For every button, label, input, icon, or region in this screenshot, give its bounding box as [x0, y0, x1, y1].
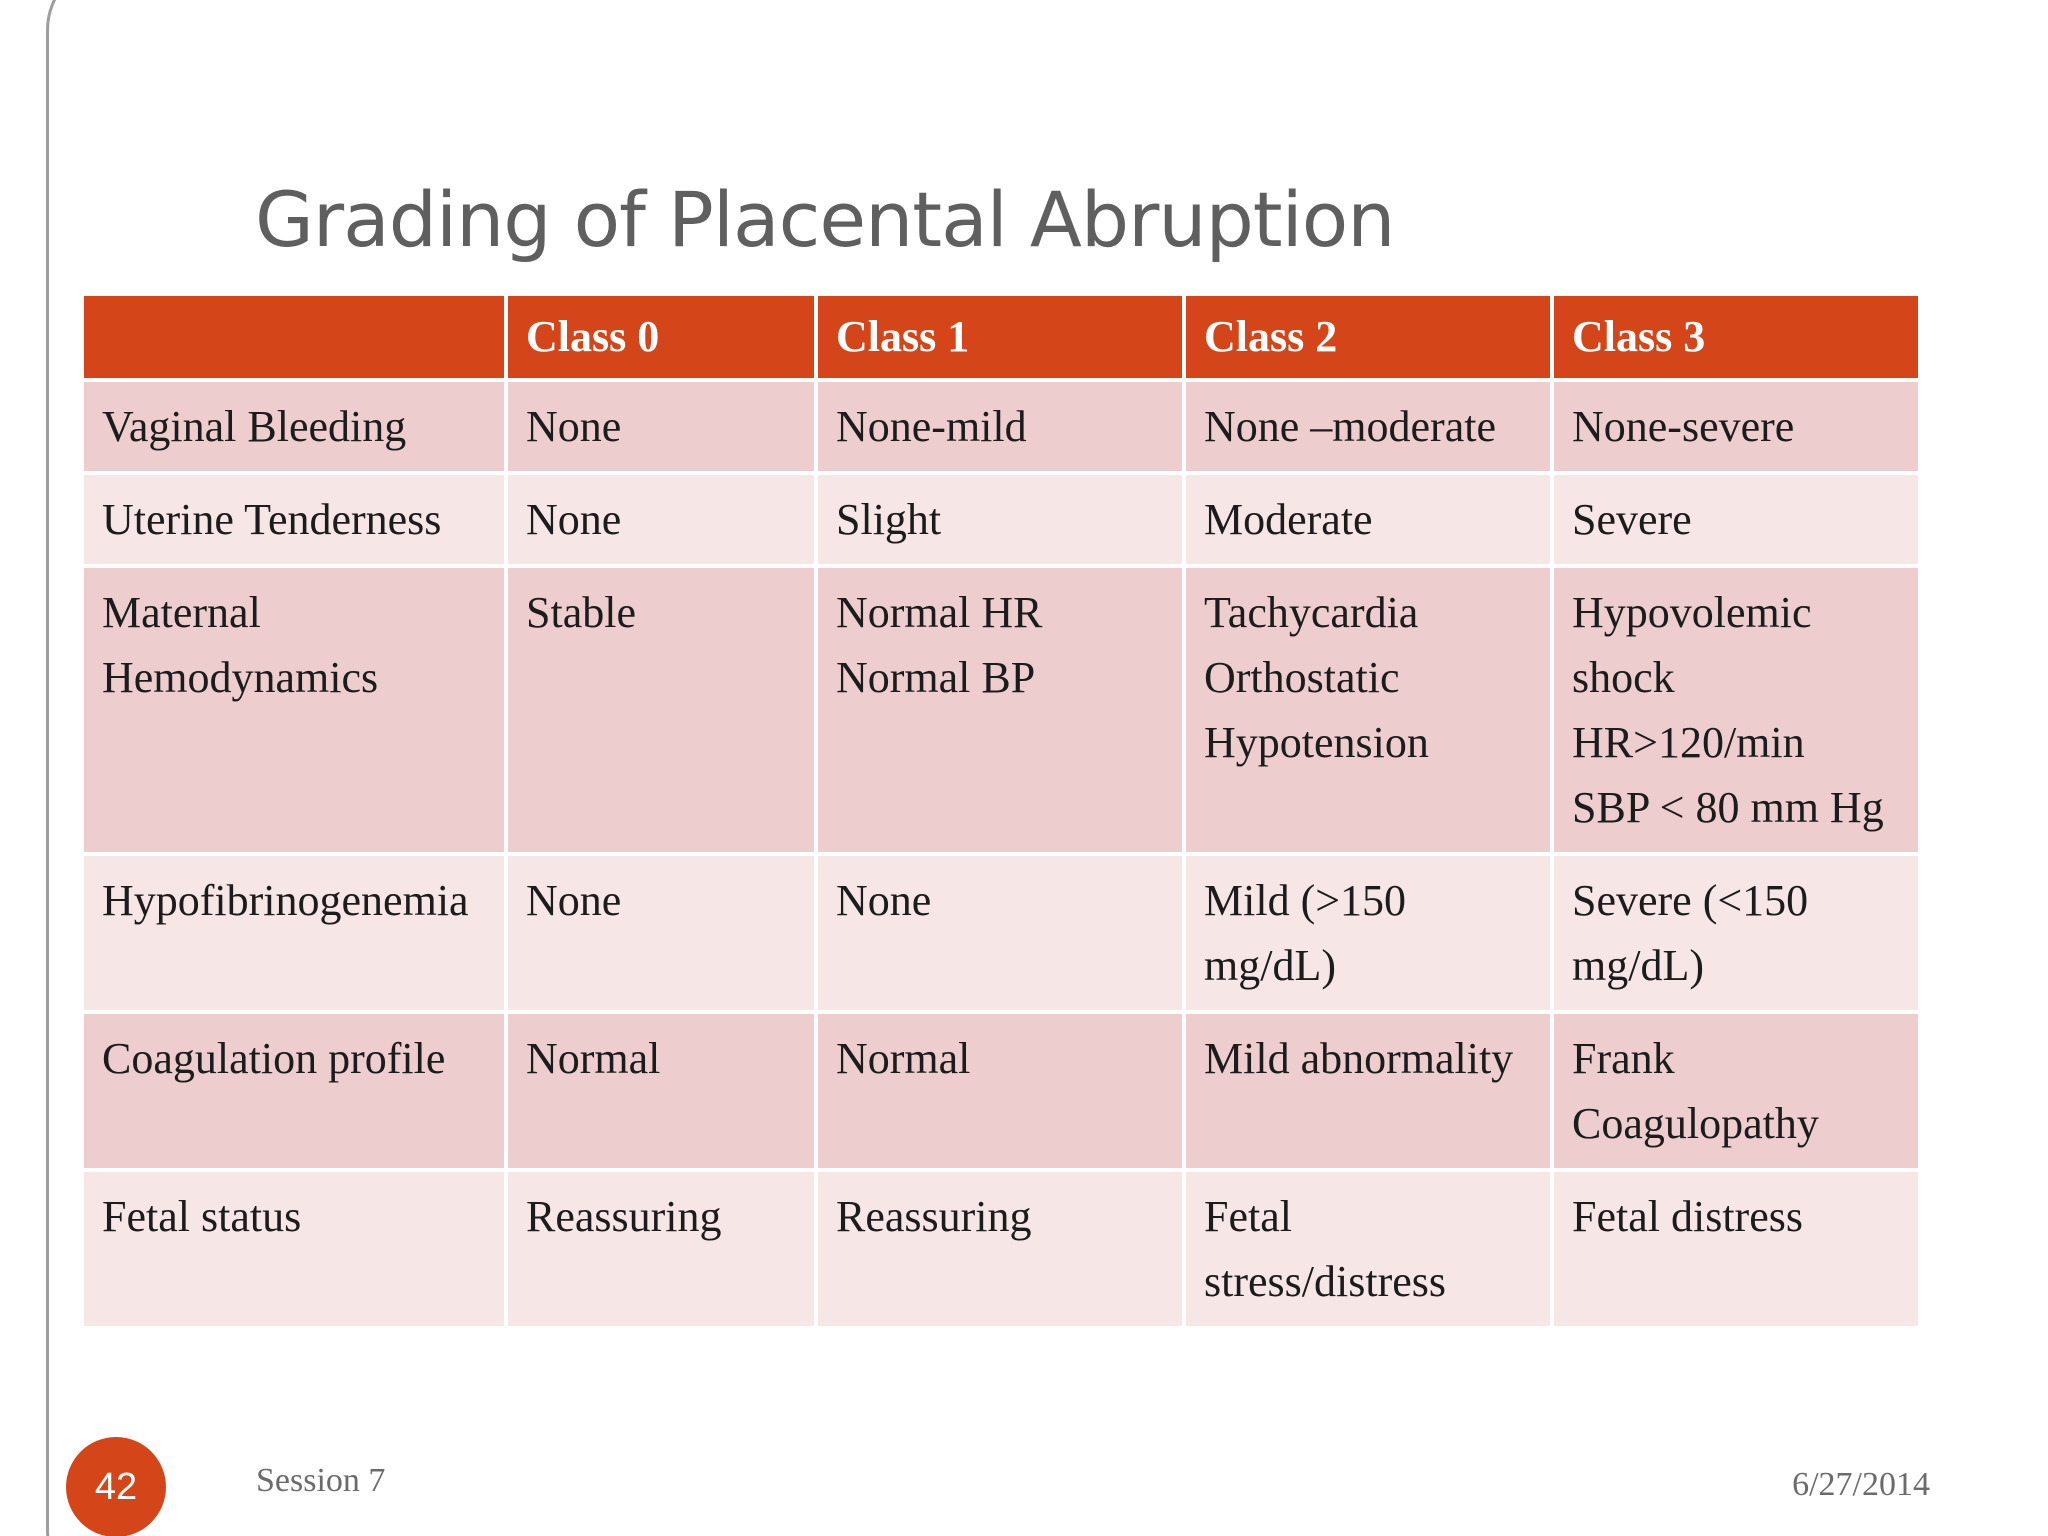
- cell-text: Coagulopathy: [1572, 1099, 1819, 1148]
- table-row: Coagulation profile Normal Normal Mild abno…: [84, 1014, 1918, 1168]
- row-label-cell: Uterine Tenderness: [84, 475, 504, 564]
- row-label-text: Vaginal Bleeding: [102, 402, 407, 451]
- table-row: Fetal status Reassuring Reassuring Fetal str…: [84, 1172, 1918, 1326]
- cell-text: Mild (>150: [1204, 876, 1407, 925]
- row-label-text: Hemodynamics: [102, 653, 379, 702]
- cell-text: Severe: [1572, 495, 1692, 544]
- table-cell: Stable: [508, 568, 814, 852]
- cell-text: HR>120/min: [1572, 718, 1805, 767]
- cell-text: Normal HR: [836, 588, 1043, 637]
- table-cell: Mild abnormality: [1186, 1014, 1550, 1168]
- cell-text: Normal: [526, 1034, 661, 1083]
- cell-text: None: [836, 876, 932, 925]
- table-cell: Hypovolemic shock HR>120/min SBP < 80 mm Hg: [1554, 568, 1918, 852]
- row-label-text: Uterine Tenderness: [102, 495, 442, 544]
- table-header-row: Class 0 Class 1 Class 2 Class 3: [84, 296, 1918, 378]
- slide-frame: [46, 0, 2048, 1536]
- table-row: Maternal Hemodynamics Stable Normal HR Norma…: [84, 568, 1918, 852]
- cell-text: Normal: [836, 1034, 971, 1083]
- table-cell: None –moderate: [1186, 382, 1550, 471]
- table-cell: Slight: [818, 475, 1182, 564]
- table-row: Vaginal Bleeding None None-mild None –moder…: [84, 382, 1918, 471]
- table-cell: None: [508, 856, 814, 1010]
- row-label-text: Maternal: [102, 588, 261, 637]
- cell-text: None –moderate: [1204, 402, 1496, 451]
- footer-date: 6/27/2014: [1792, 1466, 1930, 1503]
- cell-text: SBP < 80 mm Hg: [1572, 783, 1884, 832]
- cell-text: shock: [1572, 653, 1675, 702]
- cell-text: Moderate: [1204, 495, 1373, 544]
- table-cell: Reassuring: [818, 1172, 1182, 1326]
- table-cell: Fetal distress: [1554, 1172, 1918, 1326]
- table-cell: None-mild: [818, 382, 1182, 471]
- cell-text: Frank: [1572, 1034, 1675, 1083]
- table-cell: Normal: [508, 1014, 814, 1168]
- table-cell: None-severe: [1554, 382, 1918, 471]
- row-label-text: Fetal status: [102, 1192, 302, 1241]
- table-cell: Fetal stress/distress: [1186, 1172, 1550, 1326]
- cell-text: Hypotension: [1204, 718, 1429, 767]
- footer-session: Session 7: [256, 1462, 386, 1499]
- header-cell: Class 3: [1554, 296, 1918, 378]
- table-cell: Mild (>150 mg/dL): [1186, 856, 1550, 1010]
- cell-text: Fetal: [1204, 1192, 1292, 1241]
- cell-text: Reassuring: [526, 1192, 722, 1241]
- header-cell: Class 2: [1186, 296, 1550, 378]
- table-cell: Normal: [818, 1014, 1182, 1168]
- cell-text: Reassuring: [836, 1192, 1032, 1241]
- table-cell: None: [508, 382, 814, 471]
- cell-text: None: [526, 495, 622, 544]
- table-cell: Reassuring: [508, 1172, 814, 1326]
- row-label-cell: Coagulation profile: [84, 1014, 504, 1168]
- cell-text: Slight: [836, 495, 942, 544]
- table-cell: Tachycardia Orthostatic Hypotension: [1186, 568, 1550, 852]
- row-label-cell: Maternal Hemodynamics: [84, 568, 504, 852]
- table-row: Hypofibrinogenemia None None Mild (>150 mg/d…: [84, 856, 1918, 1010]
- cell-text: None-severe: [1572, 402, 1795, 451]
- grading-table: Class 0 Class 1 Class 2 Class 3 Vaginal Ble…: [80, 292, 1922, 1330]
- cell-text: mg/dL): [1572, 941, 1704, 990]
- slide-title: Grading of Placental Abruption: [255, 175, 1395, 264]
- table-cell: Severe (<150 mg/dL): [1554, 856, 1918, 1010]
- table-cell: Moderate: [1186, 475, 1550, 564]
- cell-text: Stable: [526, 588, 636, 637]
- row-label-cell: Vaginal Bleeding: [84, 382, 504, 471]
- cell-text: stress/distress: [1204, 1257, 1446, 1306]
- cell-text: Hypovolemic: [1572, 588, 1812, 637]
- cell-text: Normal BP: [836, 653, 1036, 702]
- table-cell: None: [818, 856, 1182, 1010]
- table-cell: None: [508, 475, 814, 564]
- page-number-badge: 42: [66, 1437, 166, 1536]
- table-cell: Normal HR Normal BP: [818, 568, 1182, 852]
- header-cell: Class 1: [818, 296, 1182, 378]
- cell-text: Mild abnormality: [1204, 1034, 1514, 1083]
- header-cell: Class 0: [508, 296, 814, 378]
- cell-text: None: [526, 876, 622, 925]
- cell-text: Tachycardia: [1204, 588, 1419, 637]
- header-cell-empty: [84, 296, 504, 378]
- table-cell: Frank Coagulopathy: [1554, 1014, 1918, 1168]
- table-body: Vaginal Bleeding None None-mild None –moder…: [84, 382, 1918, 1326]
- cell-text: Orthostatic: [1204, 653, 1400, 702]
- row-label-cell: Hypofibrinogenemia: [84, 856, 504, 1010]
- row-label-text: Coagulation profile: [102, 1034, 446, 1083]
- row-label-text: Hypofibrinogenemia: [102, 876, 469, 925]
- row-label-cell: Fetal status: [84, 1172, 504, 1326]
- cell-text: None-mild: [836, 402, 1027, 451]
- cell-text: Severe (<150: [1572, 876, 1809, 925]
- cell-text: None: [526, 402, 622, 451]
- cell-text: mg/dL): [1204, 941, 1336, 990]
- cell-text: Fetal distress: [1572, 1192, 1803, 1241]
- table-row: Uterine Tenderness None Slight Moderate Seve…: [84, 475, 1918, 564]
- table-cell: Severe: [1554, 475, 1918, 564]
